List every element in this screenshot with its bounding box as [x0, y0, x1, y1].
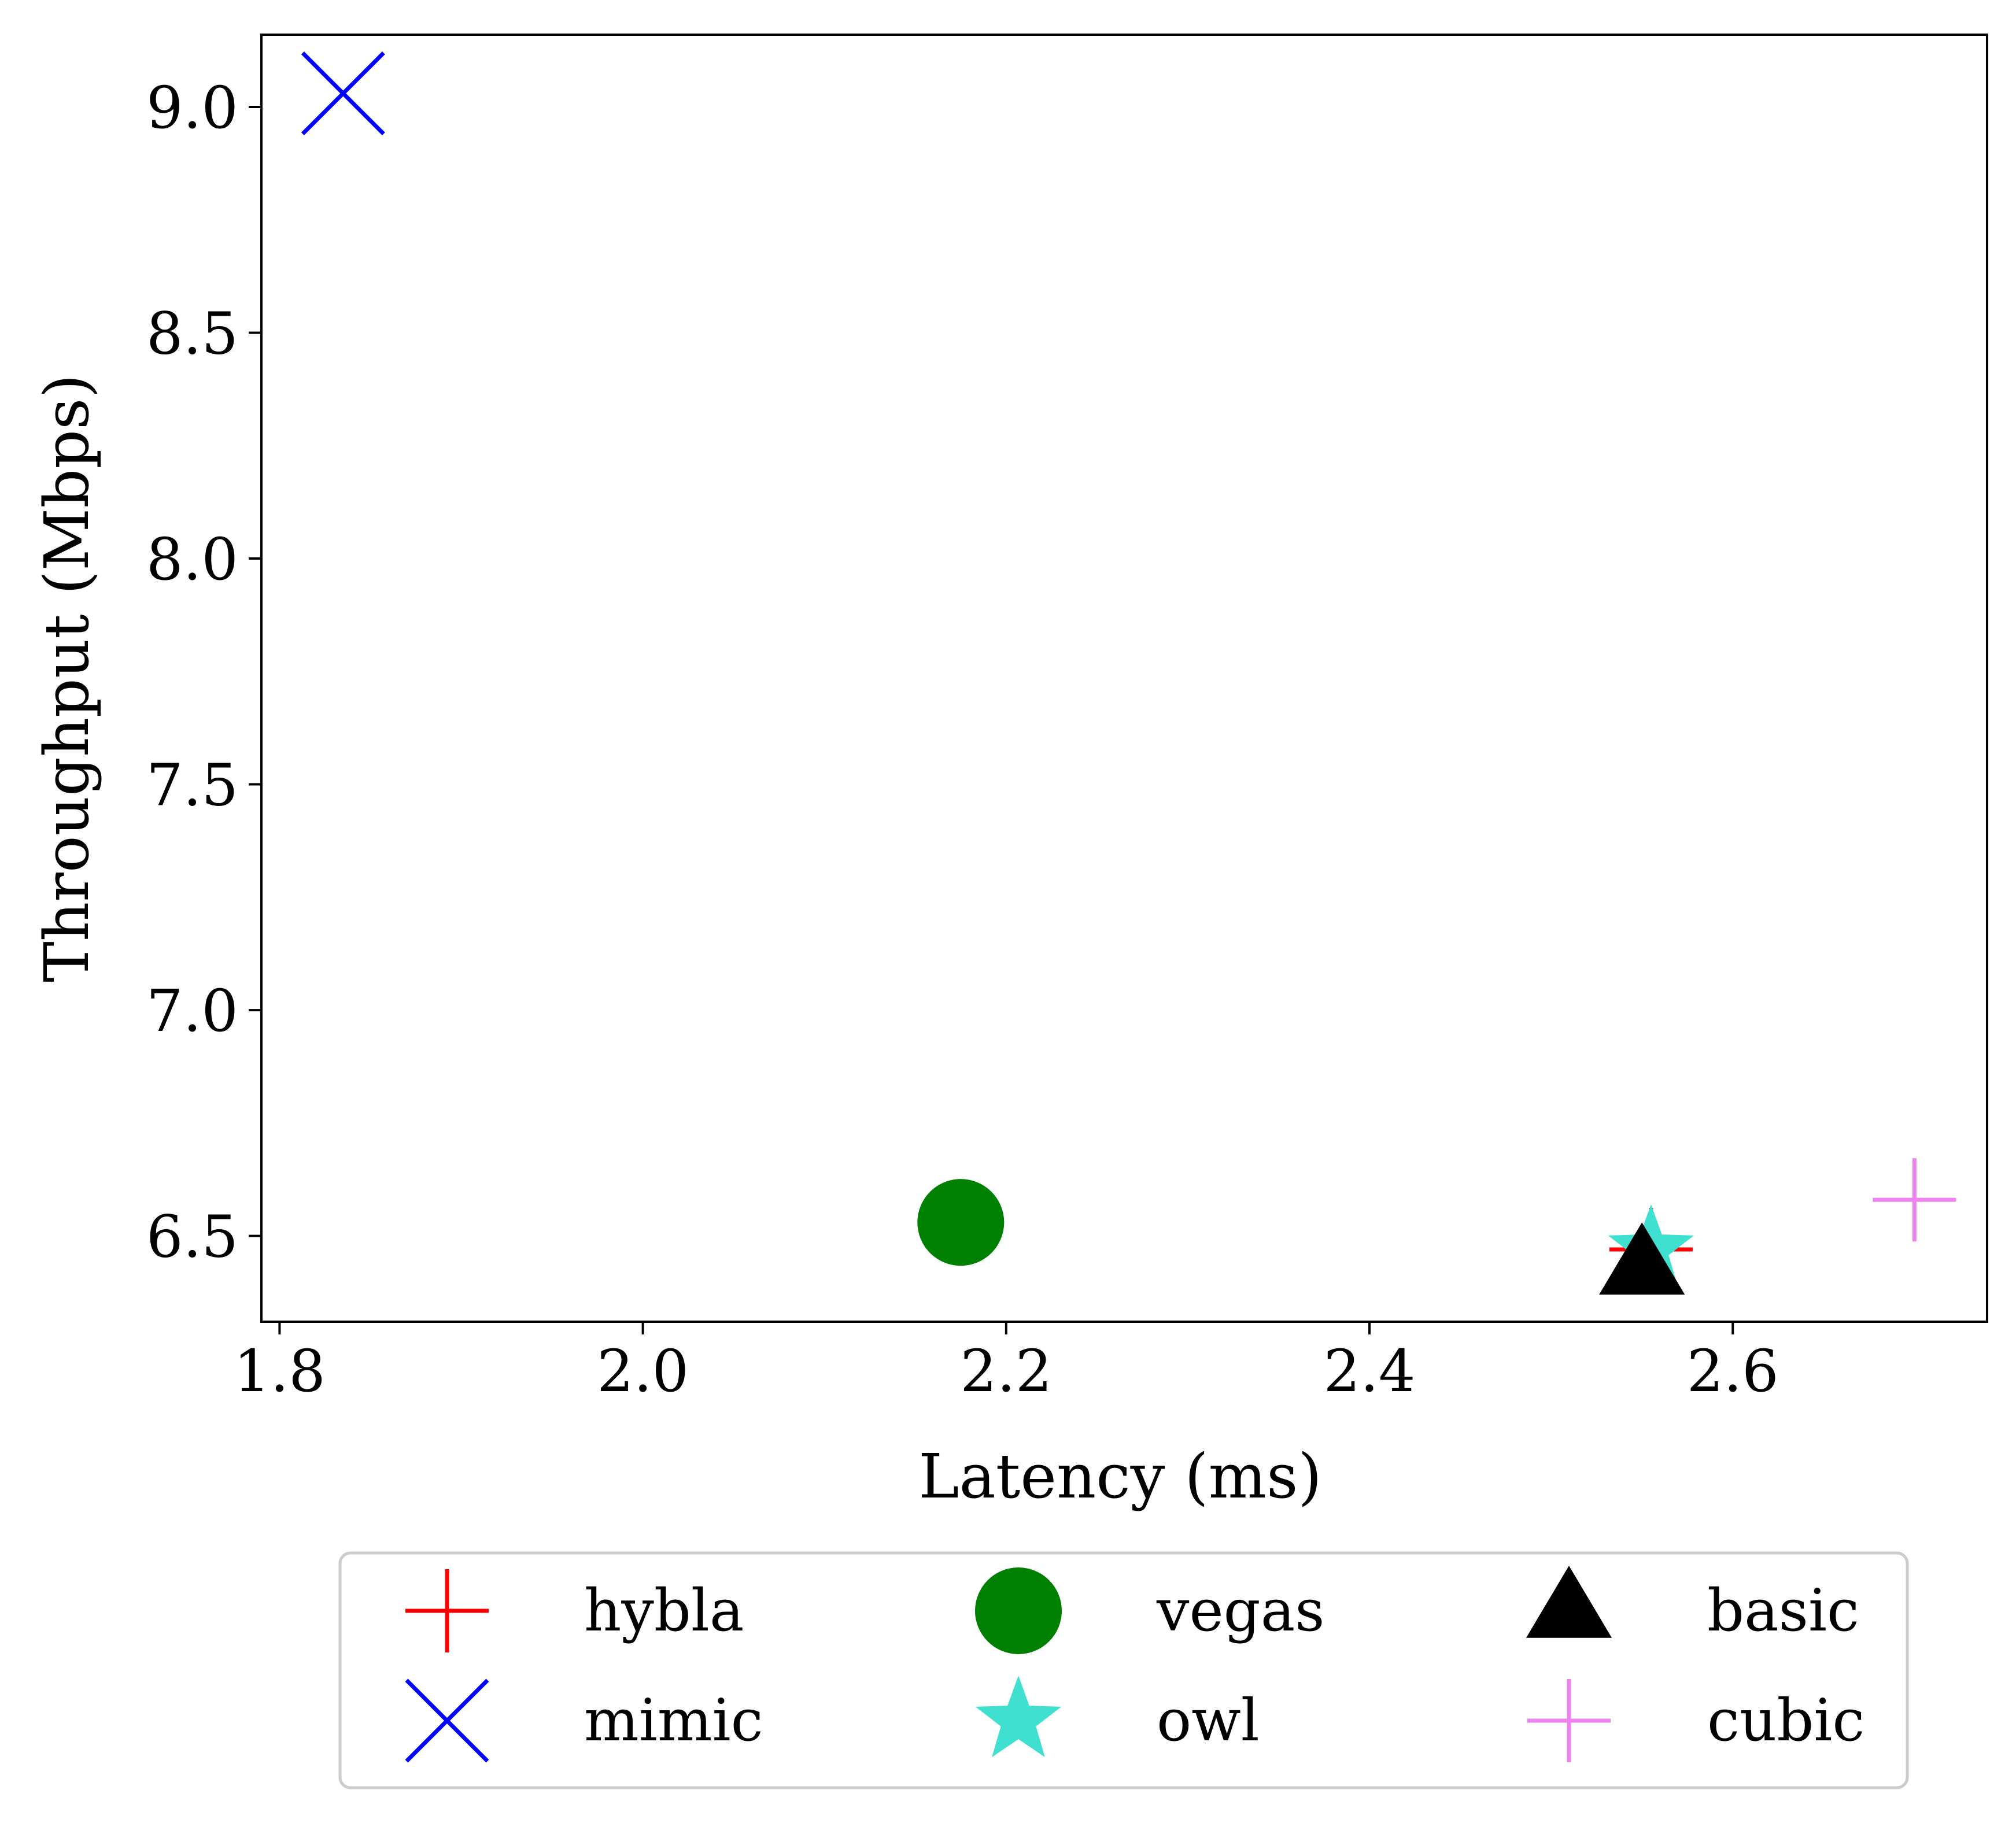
legend: hybla mimic vegas owl basic cubic	[338, 1551, 1909, 1789]
y-tick-label: 8.5	[146, 299, 238, 367]
x-tick-label: 2.2	[960, 1337, 1052, 1405]
legend-marker-cubic	[1527, 1679, 1611, 1762]
legend-marker-hybla	[405, 1569, 489, 1652]
x-axis-label: Latency (ms)	[918, 1441, 1322, 1512]
legend-label-hybla: hybla	[584, 1577, 744, 1644]
x-tick-label: 2.6	[1687, 1337, 1779, 1405]
y-tick-label: 7.0	[146, 977, 238, 1045]
y-tick-label: 7.5	[146, 752, 238, 819]
plot-area	[260, 34, 1988, 1323]
legend-label-cubic: cubic	[1707, 1687, 1864, 1754]
legend-marker-mimic	[405, 1678, 489, 1763]
y-tick-label: 8.0	[146, 526, 238, 593]
legend-label-owl: owl	[1157, 1687, 1260, 1754]
x-axis-ticks: 1.8 2.0 2.2 2.4 2.6	[234, 1322, 1779, 1405]
legend-label-basic: basic	[1707, 1577, 1859, 1644]
data-points	[301, 51, 1956, 1295]
y-tick-label: 6.5	[146, 1203, 238, 1271]
point-vegas	[917, 1179, 1005, 1266]
legend-marker-vegas	[975, 1567, 1062, 1654]
legend-marker-owl	[975, 1676, 1062, 1758]
legend-label-vegas: vegas	[1156, 1577, 1325, 1644]
point-basic	[1599, 1222, 1685, 1295]
x-tick-label: 2.4	[1324, 1337, 1416, 1405]
legend-label-mimic: mimic	[584, 1687, 763, 1754]
point-cubic	[1873, 1158, 1956, 1242]
legend-box	[338, 1551, 1909, 1789]
y-axis-label: Throughput (Mbps)	[31, 374, 102, 982]
x-tick-label: 1.8	[234, 1337, 326, 1405]
y-axis-ticks: 6.5 7.0 7.5 8.0 8.5 9.0	[146, 74, 261, 1271]
x-tick-label: 2.0	[597, 1337, 689, 1405]
y-tick-label: 9.0	[146, 74, 238, 142]
legend-marker-basic	[1526, 1566, 1612, 1638]
point-mimic	[301, 51, 385, 136]
